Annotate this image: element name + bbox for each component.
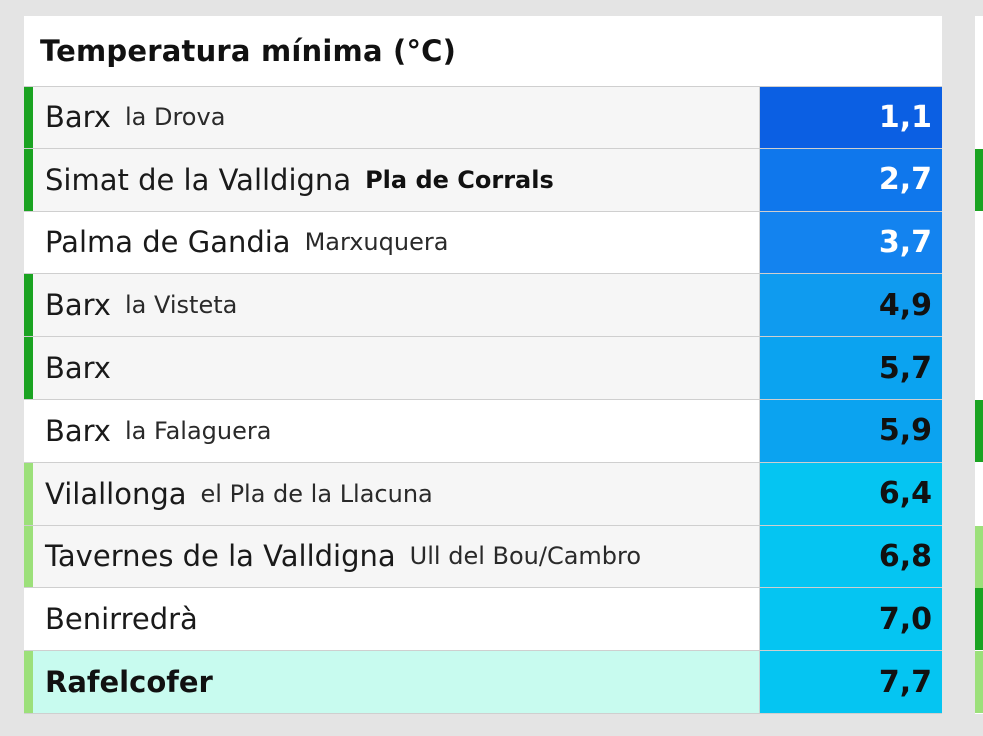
station-row[interactable]: Palma de Gandia Marxuquera 3,7 bbox=[24, 211, 942, 275]
station-row[interactable]: Tavernes de la Valldigna Ull del Bou/Camb… bbox=[24, 525, 942, 589]
station-row[interactable]: Vilallonga el Pla de la Llacuna 6,4 bbox=[24, 462, 942, 526]
station-status-stripe bbox=[24, 274, 33, 337]
station-table: Barx la Drova 1,1 Simat de la Valldigna Pla … bbox=[24, 86, 942, 714]
min-temperature-panel: Temperatura mínima (°C) Barx la Drova 1,1 S… bbox=[24, 16, 942, 714]
station-town: Simat de la Valldigna bbox=[45, 162, 352, 197]
adjacent-row-stripe bbox=[975, 525, 983, 588]
station-row[interactable]: Benirredrà 7,0 bbox=[24, 588, 942, 652]
temperature-value: 4,9 bbox=[760, 274, 942, 337]
temperature-value: 5,7 bbox=[760, 337, 942, 399]
station-status-stripe bbox=[24, 337, 33, 399]
station-town: Rafelcofer bbox=[45, 665, 213, 700]
station-name-cell: Tavernes de la Valldigna Ull del Bou/Camb… bbox=[33, 525, 760, 588]
station-town: Benirredrà bbox=[45, 602, 198, 637]
temperature-value: 5,9 bbox=[760, 399, 942, 462]
station-location: Marxuquera bbox=[304, 228, 449, 257]
station-name-cell: Palma de Gandia Marxuquera bbox=[33, 211, 760, 274]
station-name-cell: Simat de la Valldigna Pla de Corrals bbox=[33, 148, 760, 211]
station-town: Barx bbox=[45, 100, 111, 135]
station-name-cell: Barx bbox=[33, 337, 760, 399]
station-status-stripe bbox=[24, 399, 33, 462]
station-name-cell: Benirredrà bbox=[33, 588, 760, 651]
station-location: la Falaguera bbox=[124, 416, 272, 445]
temperature-value: 7,0 bbox=[760, 588, 942, 651]
station-town: Vilallonga bbox=[45, 476, 187, 511]
station-town: Palma de Gandia bbox=[45, 225, 291, 260]
station-location: la Visteta bbox=[124, 291, 238, 320]
temperature-value: 7,7 bbox=[760, 651, 942, 713]
temperature-value: 3,7 bbox=[760, 211, 942, 274]
adjacent-row-stripe bbox=[975, 148, 983, 211]
station-name-cell: Vilallonga el Pla de la Llacuna bbox=[33, 462, 760, 525]
station-row[interactable]: Barx la Drova 1,1 bbox=[24, 86, 942, 149]
adjacent-row-stripe bbox=[975, 400, 983, 462]
temperature-value: 1,1 bbox=[760, 87, 942, 148]
temperature-value: 2,7 bbox=[760, 148, 942, 211]
adjacent-row-stripe bbox=[975, 651, 983, 714]
station-name-cell: Barx la Drova bbox=[33, 87, 760, 148]
adjacent-row-stripe bbox=[975, 274, 983, 337]
station-name-cell: Barx la Falaguera bbox=[33, 399, 760, 462]
adjacent-row-stripe bbox=[975, 462, 983, 525]
station-town: Barx bbox=[45, 413, 111, 448]
station-status-stripe bbox=[24, 525, 33, 588]
station-location: Ull del Bou/Cambro bbox=[409, 542, 642, 571]
station-name-cell: Barx la Visteta bbox=[33, 274, 760, 337]
station-town: Barx bbox=[45, 288, 111, 323]
station-row[interactable]: Rafelcofer 7,7 bbox=[24, 651, 942, 714]
station-town: Tavernes de la Valldigna bbox=[45, 539, 396, 574]
station-status-stripe bbox=[24, 462, 33, 525]
adjacent-row-stripe bbox=[975, 86, 983, 148]
station-status-stripe bbox=[24, 87, 33, 148]
station-row[interactable]: Simat de la Valldigna Pla de Corrals 2,7 bbox=[24, 148, 942, 212]
station-status-stripe bbox=[24, 148, 33, 211]
station-row[interactable]: Barx la Falaguera 5,9 bbox=[24, 399, 942, 463]
station-status-stripe bbox=[24, 588, 33, 651]
panel-title: Temperatura mínima (°C) bbox=[40, 34, 457, 68]
station-row[interactable]: Barx la Visteta 4,9 bbox=[24, 274, 942, 338]
station-location: Pla de Corrals bbox=[365, 165, 554, 194]
adjacent-row-stripe bbox=[975, 211, 983, 274]
station-location: el Pla de la Llacuna bbox=[200, 479, 433, 508]
adjacent-row-stripe bbox=[975, 588, 983, 651]
station-location: la Drova bbox=[124, 103, 226, 132]
station-name-cell: Rafelcofer bbox=[33, 651, 760, 713]
station-town: Barx bbox=[45, 351, 111, 386]
station-status-stripe bbox=[24, 651, 33, 713]
adjacent-row-stripe bbox=[975, 337, 983, 400]
temperature-value: 6,4 bbox=[760, 462, 942, 525]
temperature-value: 6,8 bbox=[760, 525, 942, 588]
station-row[interactable]: Barx 5,7 bbox=[24, 337, 942, 400]
station-status-stripe bbox=[24, 211, 33, 274]
